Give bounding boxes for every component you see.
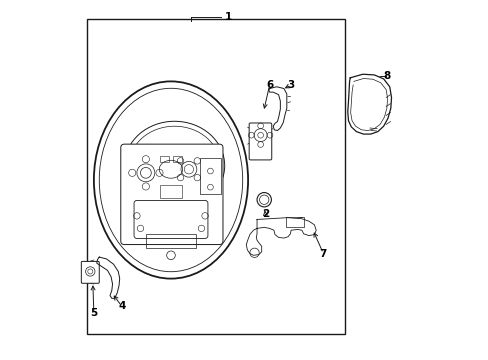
Ellipse shape <box>94 81 247 279</box>
Text: 4: 4 <box>118 301 125 311</box>
Text: 6: 6 <box>265 80 273 90</box>
Text: 2: 2 <box>261 209 268 219</box>
Text: 8: 8 <box>383 71 390 81</box>
Text: 1: 1 <box>224 12 231 22</box>
Polygon shape <box>347 74 391 134</box>
Text: 7: 7 <box>319 248 326 258</box>
FancyBboxPatch shape <box>121 144 223 244</box>
Circle shape <box>257 193 271 207</box>
Text: 3: 3 <box>287 80 294 90</box>
Polygon shape <box>246 218 316 255</box>
FancyBboxPatch shape <box>249 123 271 160</box>
FancyBboxPatch shape <box>81 261 99 283</box>
Polygon shape <box>97 257 120 298</box>
Text: 5: 5 <box>90 309 97 318</box>
Polygon shape <box>268 87 286 131</box>
Ellipse shape <box>124 121 224 210</box>
Bar <box>86 19 344 334</box>
